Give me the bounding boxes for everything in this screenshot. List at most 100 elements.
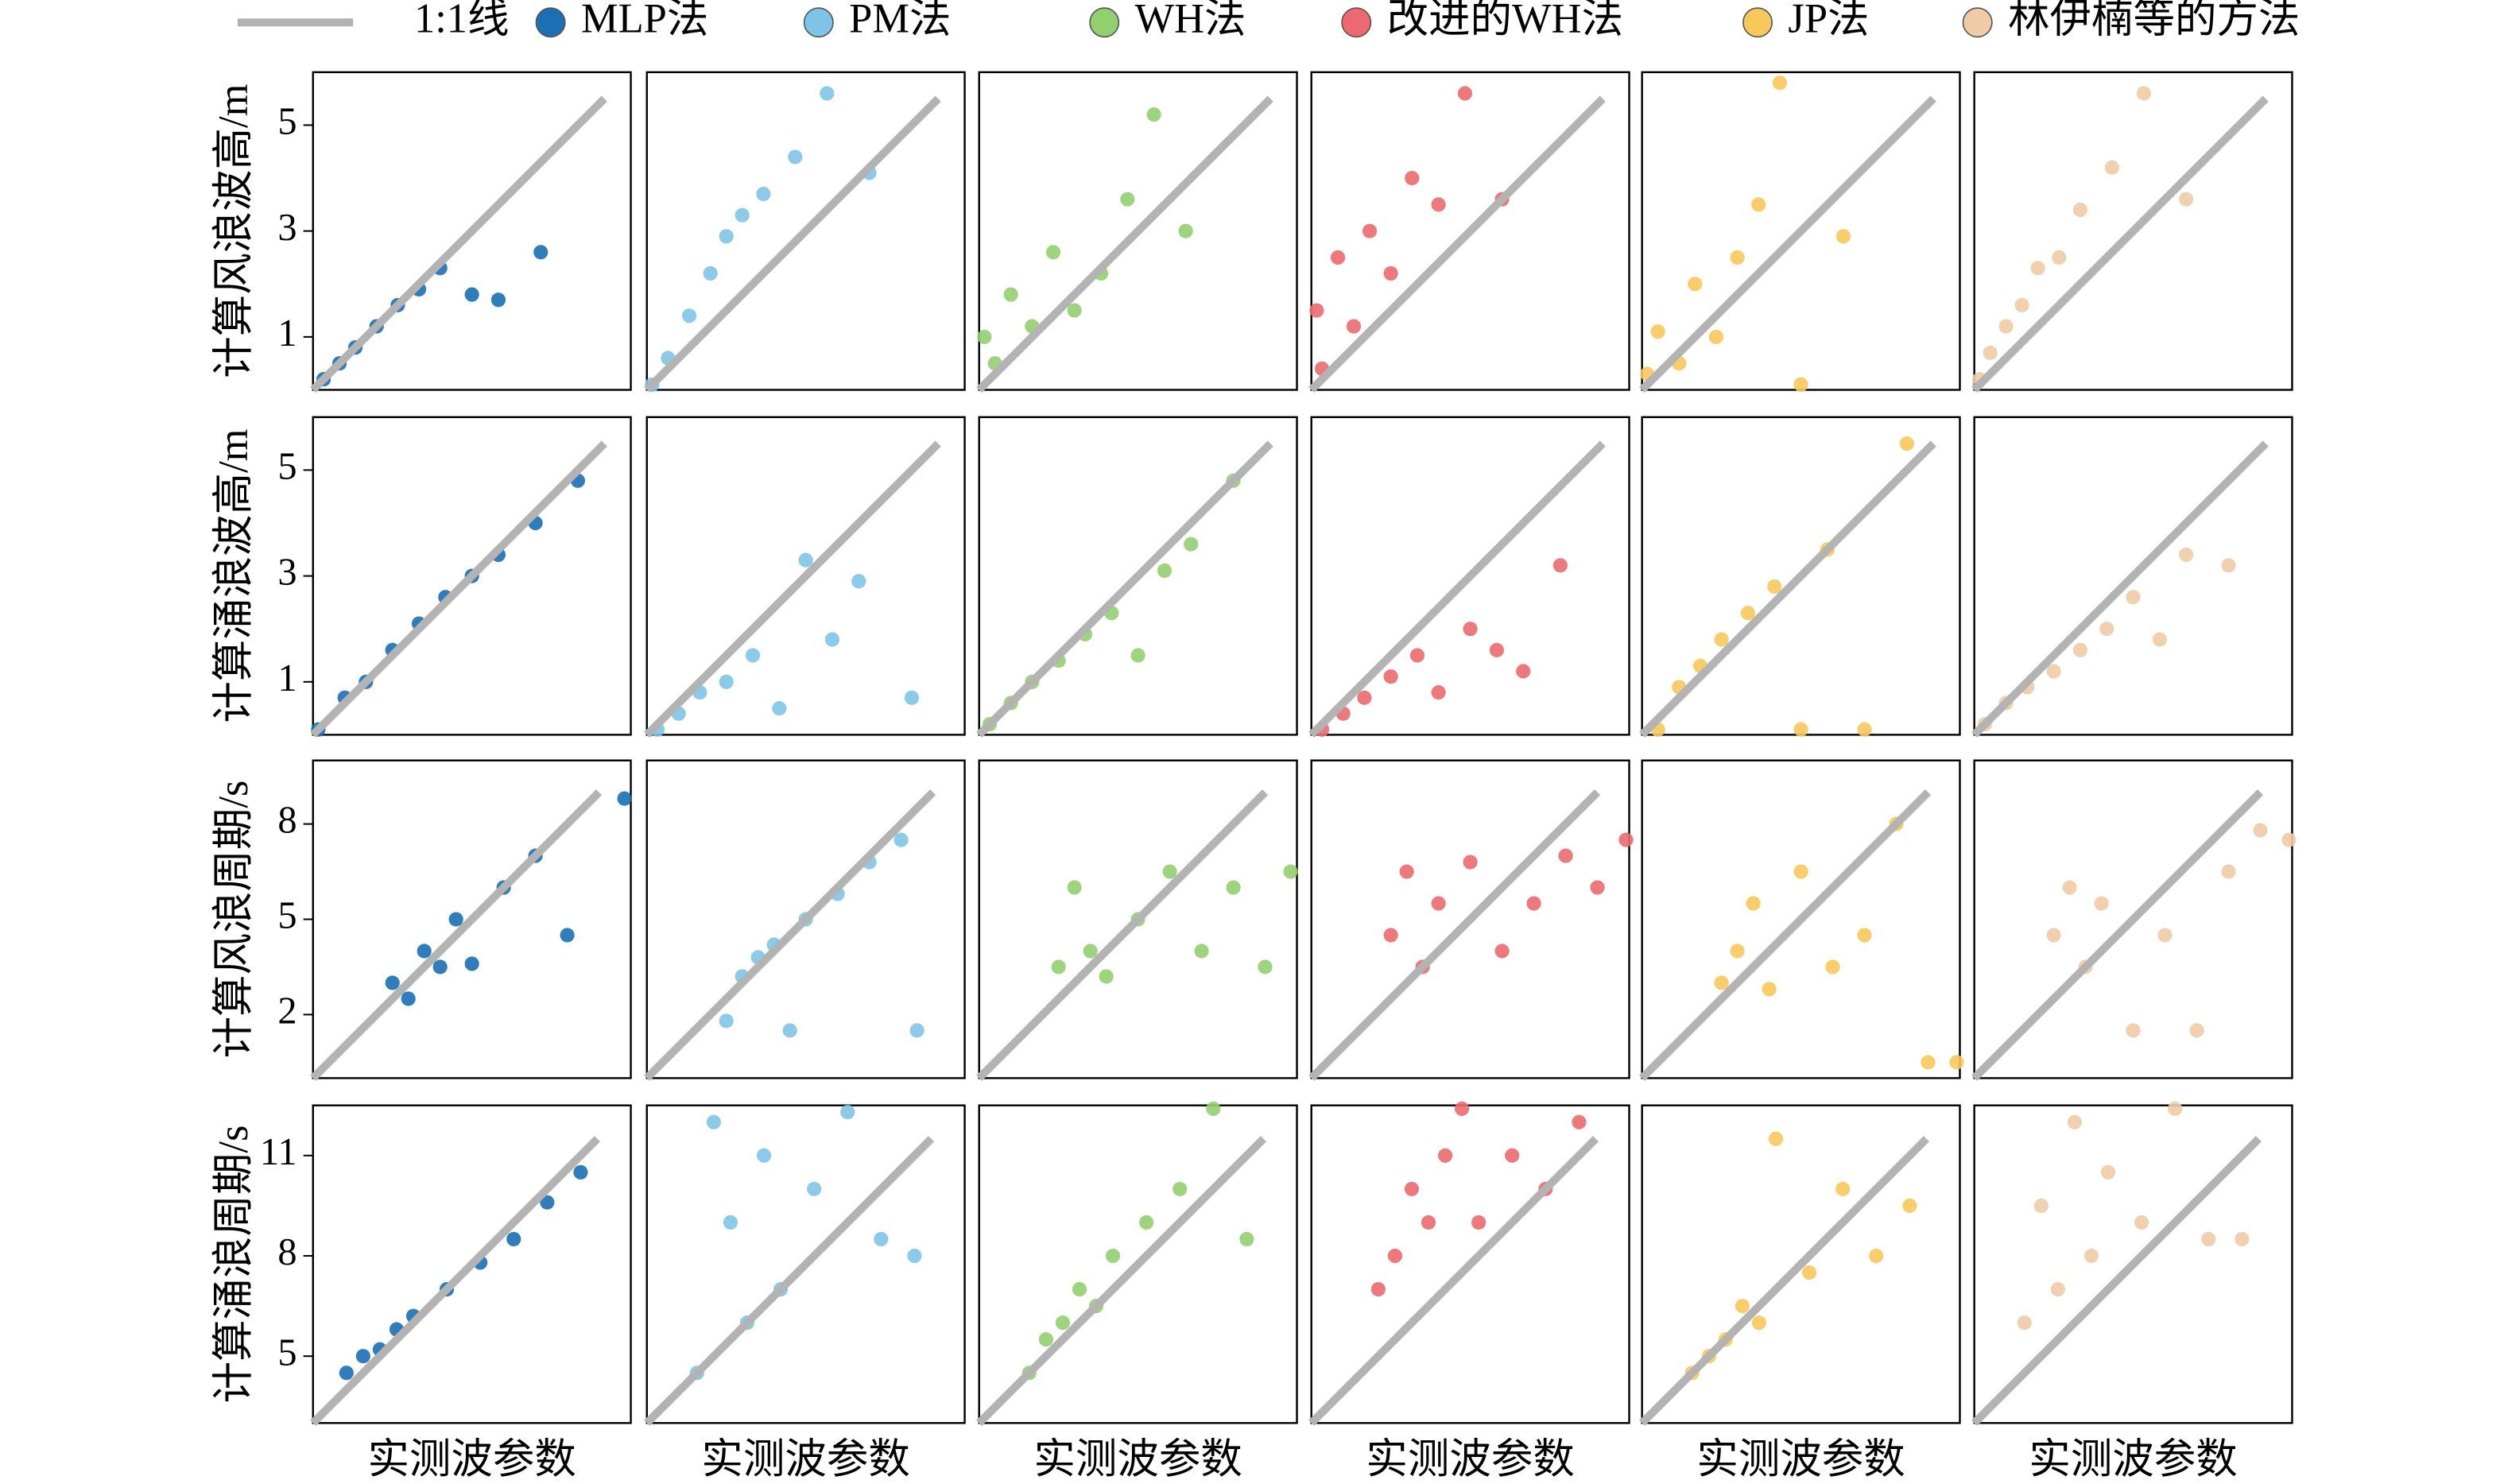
legend-marker xyxy=(1742,7,1773,38)
point xyxy=(506,1231,521,1247)
point xyxy=(1283,864,1298,879)
point xyxy=(1206,1101,1221,1116)
point xyxy=(1146,107,1161,122)
point xyxy=(1357,690,1372,705)
point xyxy=(2014,297,2029,312)
y-tick-label: 5 xyxy=(277,1331,297,1374)
point xyxy=(1045,245,1061,260)
point xyxy=(2050,1281,2065,1297)
point xyxy=(1003,287,1018,302)
point xyxy=(2152,632,2167,647)
reference-line xyxy=(310,440,607,738)
point xyxy=(2126,590,2141,605)
point xyxy=(1387,1248,1403,1264)
point xyxy=(1184,537,1199,552)
point xyxy=(417,943,432,959)
point xyxy=(2134,1215,2149,1230)
point xyxy=(703,265,718,281)
point xyxy=(1399,864,1414,879)
point xyxy=(1730,943,1745,959)
point xyxy=(1714,632,1729,647)
point xyxy=(2221,864,2236,879)
point xyxy=(1421,1215,1436,1230)
point xyxy=(2281,832,2297,847)
panel-frame xyxy=(978,1104,1298,1424)
point xyxy=(1558,848,1573,863)
point xyxy=(560,928,575,943)
point xyxy=(719,229,734,244)
y-tick-label: 2 xyxy=(277,990,297,1033)
y-axis-label: 计算涌浪周期/s xyxy=(211,1126,257,1404)
point xyxy=(1404,1181,1420,1196)
reference-line xyxy=(310,1136,601,1426)
legend-label: 1:1线 xyxy=(414,0,510,41)
point xyxy=(1650,324,1665,339)
point xyxy=(1105,1248,1121,1264)
reference-line xyxy=(1639,789,1932,1081)
point xyxy=(719,674,734,689)
point xyxy=(2168,1101,2183,1116)
point xyxy=(355,1349,370,1364)
point xyxy=(2072,202,2088,218)
x-axis-label: 实测波参数 xyxy=(701,1436,909,1482)
point xyxy=(1857,722,1872,737)
reference-line xyxy=(1308,789,1601,1081)
point xyxy=(1572,1114,1587,1129)
reference-line xyxy=(1971,789,2264,1081)
point xyxy=(1405,170,1420,186)
point xyxy=(1793,722,1808,737)
point xyxy=(1330,250,1346,265)
y-axis-label: 计算风浪周期/s xyxy=(211,781,257,1059)
panel-frame xyxy=(1973,759,2293,1079)
legend-marker xyxy=(1962,7,1993,38)
point xyxy=(1130,648,1145,663)
point xyxy=(1762,982,1777,997)
reference-line xyxy=(1639,95,1936,393)
point xyxy=(1552,558,1568,573)
y-tick-label: 3 xyxy=(277,552,297,594)
point xyxy=(448,912,463,927)
point xyxy=(1067,303,1082,318)
legend-label: WH法 xyxy=(1135,0,1246,41)
panel-frame xyxy=(1973,1104,2293,1424)
panel-frame xyxy=(645,71,966,391)
legend-label: 林伊楠等的方法 xyxy=(2008,0,2300,41)
point xyxy=(1162,864,1177,879)
point xyxy=(893,832,909,847)
point xyxy=(1099,969,1114,984)
legend-label: PM法 xyxy=(849,0,951,41)
point xyxy=(2046,664,2061,679)
point xyxy=(1751,1315,1767,1331)
point xyxy=(1139,1215,1154,1230)
legend-marker xyxy=(535,7,566,38)
panel-frame xyxy=(978,71,1298,391)
point xyxy=(401,991,416,1006)
point xyxy=(1526,896,1541,911)
point xyxy=(1157,563,1173,579)
point xyxy=(1688,277,1703,292)
point xyxy=(1857,928,1872,943)
panel-frame xyxy=(312,416,632,736)
point xyxy=(1072,1281,1087,1297)
point xyxy=(772,701,787,716)
point xyxy=(2253,823,2268,838)
point xyxy=(1714,975,1729,990)
point xyxy=(2067,1114,2082,1129)
point xyxy=(2235,1231,2250,1247)
y-tick-label: 1 xyxy=(277,312,297,355)
point xyxy=(1455,1101,1470,1116)
point xyxy=(1746,896,1761,911)
point xyxy=(2189,1023,2204,1038)
point xyxy=(1194,943,1209,959)
panel-frame xyxy=(1310,759,1630,1079)
point xyxy=(1463,854,1478,870)
point xyxy=(1730,250,1745,265)
point xyxy=(1431,197,1446,212)
point xyxy=(2136,86,2151,101)
point xyxy=(2157,928,2173,943)
point xyxy=(490,293,506,308)
point xyxy=(464,287,479,302)
x-axis-label: 实测波参数 xyxy=(1696,1436,1905,1482)
point xyxy=(1921,1055,1936,1070)
panel-frame xyxy=(1310,71,1630,391)
